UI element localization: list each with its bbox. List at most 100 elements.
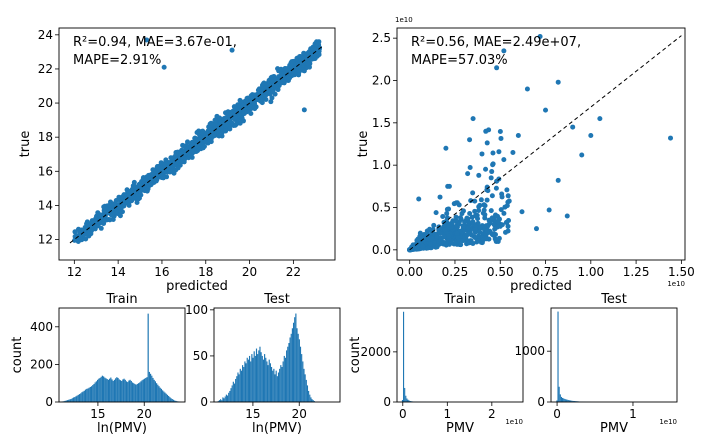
- data-point: [296, 72, 302, 78]
- data-point: [194, 144, 200, 150]
- histogram-bar: [71, 398, 73, 402]
- y-tick-label: 2000: [360, 345, 391, 359]
- histogram-bar: [572, 400, 574, 402]
- data-point: [501, 157, 507, 163]
- histogram-bar: [100, 376, 102, 402]
- data-point: [456, 221, 462, 227]
- data-point: [111, 201, 117, 207]
- histogram-bar: [232, 381, 234, 402]
- data-point: [208, 131, 214, 137]
- data-point: [100, 216, 106, 222]
- y-tick-label: 0: [383, 395, 391, 409]
- histogram-bar: [136, 383, 138, 402]
- data-point: [447, 222, 453, 228]
- histogram-bar: [111, 379, 113, 402]
- data-point: [181, 143, 187, 149]
- histogram-bar: [129, 379, 131, 402]
- data-point: [489, 169, 495, 175]
- histogram-bar: [290, 333, 292, 402]
- histogram-bar: [217, 401, 219, 402]
- y-tick-label: 1000: [514, 344, 545, 358]
- data-point: [305, 61, 311, 67]
- histogram-bar: [226, 395, 229, 402]
- histogram-bar: [106, 379, 108, 402]
- histogram-bar: [74, 397, 76, 402]
- data-point: [437, 230, 443, 236]
- y-tick-label: 0: [537, 395, 545, 409]
- x-tick-label: 1: [629, 407, 637, 421]
- x-tick-label: 18: [198, 265, 213, 279]
- data-point: [161, 64, 167, 70]
- histogram-bar: [95, 381, 97, 402]
- data-point: [416, 196, 422, 202]
- data-point: [103, 205, 109, 211]
- histogram-bar: [573, 400, 575, 402]
- data-point: [465, 216, 471, 222]
- data-point: [269, 88, 275, 94]
- data-point: [496, 149, 502, 155]
- metrics-annotation: MAPE=2.91%: [73, 53, 161, 68]
- histogram-bar: [87, 388, 89, 402]
- data-point: [498, 135, 504, 141]
- histogram-bar: [94, 382, 96, 402]
- histogram-bar: [405, 395, 407, 402]
- data-point: [490, 150, 496, 156]
- histogram-bar: [255, 348, 258, 402]
- histogram-bar: [122, 379, 124, 402]
- data-point: [470, 116, 476, 122]
- data-point: [546, 207, 552, 213]
- data-point: [148, 175, 154, 181]
- histogram-bar: [149, 373, 152, 402]
- data-point: [435, 243, 441, 249]
- data-point: [477, 202, 483, 208]
- data-point: [212, 126, 218, 132]
- data-point: [482, 212, 488, 218]
- histogram-bar: [556, 400, 558, 402]
- histogram-bar: [281, 366, 283, 402]
- data-point: [228, 120, 234, 126]
- data-point: [459, 211, 465, 217]
- data-point: [469, 214, 475, 220]
- histogram-bar: [269, 363, 271, 402]
- histogram-bar: [140, 381, 142, 402]
- data-point: [74, 233, 80, 239]
- y-tick-label: 0: [200, 395, 208, 409]
- data-point: [72, 237, 78, 243]
- histogram-bar: [298, 339, 300, 402]
- histogram-bar: [302, 361, 304, 402]
- histogram-bar: [80, 393, 82, 402]
- data-point: [200, 128, 206, 134]
- histogram-bar: [145, 377, 147, 402]
- histogram-bar: [92, 385, 94, 402]
- histogram-bar: [165, 393, 167, 402]
- data-point: [453, 218, 459, 224]
- data-point: [443, 240, 449, 246]
- plot-frame: [396, 307, 524, 403]
- data-point: [537, 33, 543, 39]
- data-point: [505, 193, 511, 199]
- histogram-bar: [289, 337, 291, 402]
- scatter-points: [72, 37, 323, 244]
- histogram-bar: [301, 354, 303, 402]
- data-point: [570, 124, 576, 130]
- data-point: [493, 185, 499, 191]
- x-tick-label: 20: [137, 407, 152, 421]
- histogram-bar: [280, 365, 282, 402]
- x-tick-label: 0.25: [442, 265, 469, 279]
- data-point: [476, 172, 482, 178]
- histogram-bar: [116, 377, 118, 402]
- metrics-annotation: R²=0.94, MAE=3.67e-01,: [73, 35, 237, 50]
- histogram-bar: [135, 384, 137, 402]
- histogram-bar: [251, 354, 253, 402]
- histogram-bar: [157, 384, 159, 402]
- histogram-bar: [124, 379, 126, 402]
- histogram-bar: [101, 375, 104, 402]
- data-point: [227, 126, 233, 132]
- data-point: [109, 212, 115, 218]
- data-point: [488, 208, 494, 214]
- data-point: [248, 111, 254, 117]
- data-point: [86, 230, 92, 236]
- data-point: [135, 192, 141, 198]
- data-point: [236, 108, 242, 114]
- data-point: [291, 71, 297, 77]
